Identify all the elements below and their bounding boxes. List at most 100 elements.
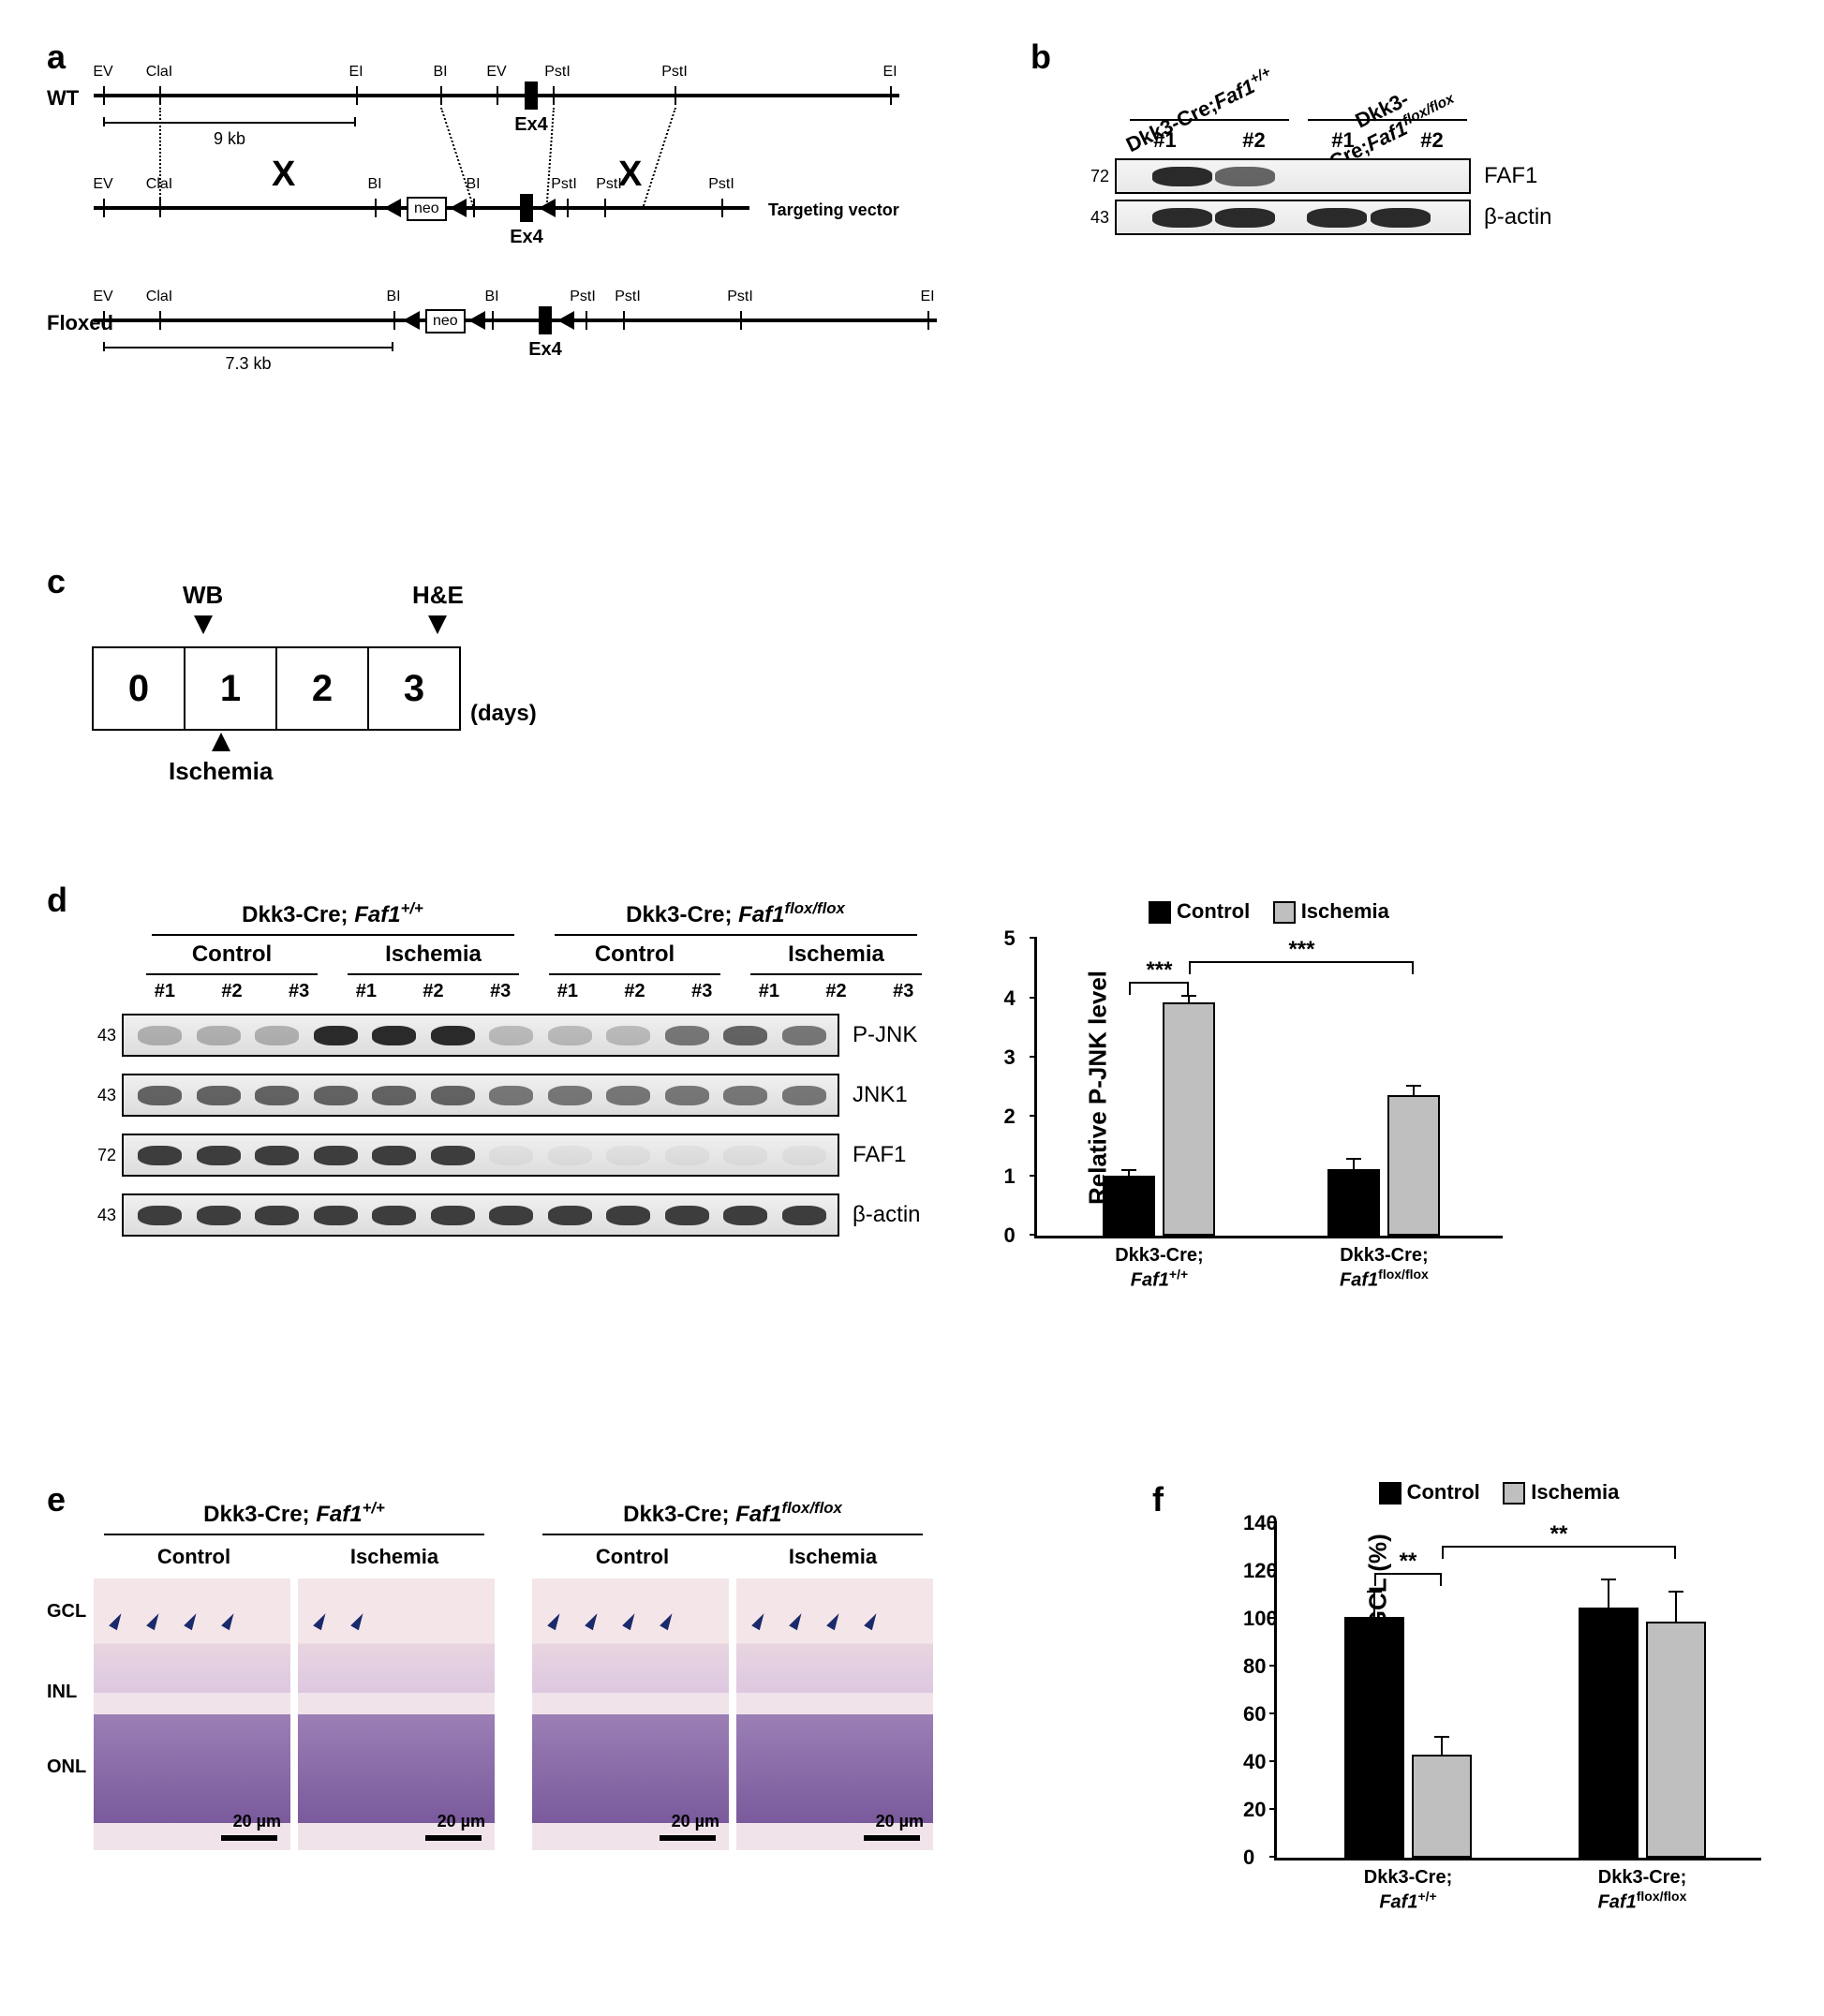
- faf1-protein-label: FAF1: [1484, 163, 1537, 189]
- y-tick: 3: [1003, 1045, 1015, 1070]
- blot-strip-actin: [122, 1193, 839, 1237]
- arrow-icon: [864, 1611, 881, 1631]
- layer-label: GCL: [47, 1601, 86, 1623]
- y-tick: 4: [1003, 986, 1015, 1011]
- mw-label: 72: [94, 1146, 122, 1165]
- panel-e-histology: Dkk3-Cre; Faf1+/+ControlIschemia20 µmGCL…: [94, 1499, 1124, 1850]
- scale-text: 20 µm: [876, 1812, 924, 1831]
- significance-bracket: ***: [1189, 961, 1414, 963]
- bar: [1387, 1095, 1440, 1236]
- protein-label: β-actin: [853, 1202, 937, 1228]
- ischemia-label: Ischemia: [169, 757, 273, 786]
- layer-label: INL: [47, 1682, 77, 1703]
- condition-label: Ischemia: [294, 1545, 495, 1569]
- sample-label: #2: [803, 981, 870, 1002]
- day-1: 1: [184, 646, 277, 731]
- protein-label: P-JNK: [853, 1022, 937, 1048]
- y-tick: 0: [1003, 1223, 1015, 1248]
- y-tick: 60: [1243, 1702, 1266, 1727]
- panel-label-b: b: [1031, 37, 1051, 77]
- significance-bracket: **: [1442, 1546, 1676, 1548]
- scale-text: 20 µm: [233, 1812, 281, 1831]
- bar: [1646, 1622, 1706, 1858]
- scale-bar: [221, 1835, 277, 1841]
- wt-label: WT: [47, 86, 79, 111]
- site-ei2: EI: [882, 64, 897, 81]
- scale-text: 20 µm: [437, 1812, 485, 1831]
- mw-72: 72: [1087, 167, 1115, 186]
- scale-bar: [425, 1835, 482, 1841]
- targeting-vector-label: Targeting vector: [768, 200, 899, 220]
- arrow-icon: [789, 1611, 806, 1631]
- histology-image: 20 µm: [532, 1579, 729, 1850]
- blot-strip-faf1: [122, 1134, 839, 1177]
- panel-label-a: a: [47, 37, 66, 77]
- site-ev2: EV: [486, 64, 506, 81]
- y-tick: 2: [1003, 1104, 1015, 1129]
- panel-d-chart: Control Ischemia Relative P-JNK level012…: [1034, 899, 1503, 1238]
- y-tick: 140: [1243, 1511, 1278, 1535]
- y-tick: 5: [1003, 926, 1015, 951]
- mw-label: 43: [94, 1086, 122, 1105]
- x-category: Dkk3-Cre;Faf1+/+: [1075, 1245, 1243, 1292]
- scale-bar: [660, 1835, 716, 1841]
- histology-group: Dkk3-Cre; Faf1flox/floxControlIschemia20…: [532, 1499, 933, 1850]
- site-ei: EI: [348, 64, 363, 81]
- bar: [1412, 1755, 1472, 1859]
- arrow-icon: [221, 1611, 238, 1631]
- arrow-icon: [660, 1611, 676, 1631]
- y-tick: 80: [1243, 1654, 1266, 1679]
- protein-label: FAF1: [853, 1142, 937, 1168]
- panel-label-e: e: [47, 1480, 66, 1519]
- condition-label: Ischemia: [733, 1545, 933, 1569]
- condition-label: Control: [534, 941, 735, 981]
- sample-label: #3: [869, 981, 937, 1002]
- layer-label: ONL: [47, 1757, 86, 1778]
- he-label: H&E: [412, 581, 464, 610]
- sample-label: #2: [400, 981, 467, 1002]
- arrow-icon: [826, 1611, 843, 1631]
- panel-c-timeline: WB H&E 0 1 2 3 (days) Ischemia: [94, 581, 562, 731]
- ex4-label: Ex4: [514, 114, 548, 136]
- significance-stars: **: [1550, 1521, 1568, 1548]
- arrow-icon: [109, 1611, 126, 1631]
- panel-label-d: d: [47, 881, 67, 920]
- bar: [1344, 1617, 1404, 1858]
- significance-stars: **: [1400, 1549, 1417, 1575]
- significance-bracket: ***: [1129, 982, 1189, 984]
- panel-d: Dkk3-Cre; Faf1+/+ Dkk3-Cre; Faf1flox/flo…: [94, 899, 1780, 1248]
- sample-label: #3: [467, 981, 534, 1002]
- scale-7kb: 7.3 kb: [225, 354, 271, 374]
- site-psti: PstI: [544, 64, 571, 81]
- days-unit: (days): [470, 701, 537, 731]
- actin-blot-strip: [1115, 200, 1471, 235]
- mw-label: 43: [94, 1026, 122, 1045]
- condition-label: Control: [131, 941, 333, 981]
- arrow-icon: [350, 1611, 367, 1631]
- site-psti2: PstI: [661, 64, 688, 81]
- actin-protein-label: β-actin: [1484, 204, 1552, 230]
- bar: [1163, 1002, 1215, 1237]
- mw-43: 43: [1087, 208, 1115, 228]
- site-ev: EV: [93, 64, 112, 81]
- arrow-icon: [146, 1611, 163, 1631]
- panel-label-c: c: [47, 562, 66, 601]
- sample-label: #2: [199, 981, 266, 1002]
- x-category: Dkk3-Cre;Faf1+/+: [1324, 1867, 1492, 1914]
- site-clai: ClaI: [146, 64, 172, 81]
- sample-label: #2: [601, 981, 669, 1002]
- sample-label: #1: [735, 981, 803, 1002]
- histology-image: 20 µm: [298, 1579, 495, 1850]
- protein-label: JNK1: [853, 1082, 937, 1108]
- panel-f-chart: Control Ischemia Viability of cells in G…: [1209, 1480, 1789, 1860]
- mw-label: 43: [94, 1206, 122, 1225]
- faf1-blot-strip: [1115, 158, 1471, 194]
- sample-label: #1: [534, 981, 601, 1002]
- day-2: 2: [275, 646, 369, 731]
- scale-bar: [864, 1835, 920, 1841]
- histology-group: Dkk3-Cre; Faf1+/+ControlIschemia20 µmGCL…: [94, 1499, 495, 1850]
- arrow-icon: [622, 1611, 639, 1631]
- wb-label: WB: [183, 581, 223, 610]
- condition-label: Ischemia: [735, 941, 937, 981]
- y-tick: 20: [1243, 1798, 1266, 1822]
